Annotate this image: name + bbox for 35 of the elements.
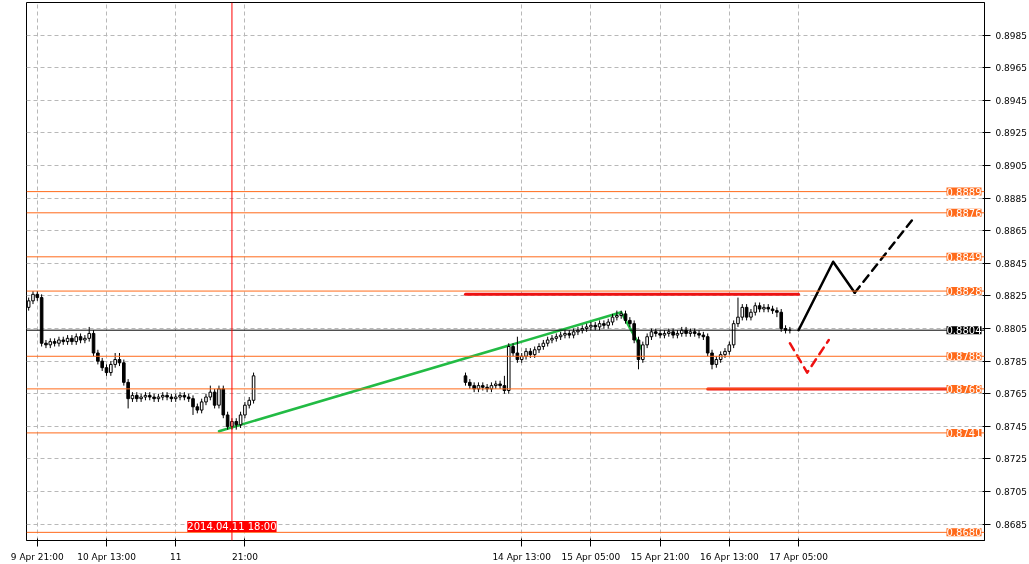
- ref-line-label: 0.8768: [946, 383, 982, 395]
- ref-line-label: 0.8849: [946, 251, 982, 263]
- y-tick-label: 0.8745: [995, 421, 1027, 432]
- x-tick-label: 9 Apr 21:00: [10, 551, 65, 562]
- y-tick-label: 0.8865: [995, 226, 1027, 237]
- x-tick-label: 14 Apr 13:00: [492, 551, 552, 562]
- ref-line-label: 0.8741: [946, 427, 982, 439]
- ref-line-label: 0.8788: [946, 351, 982, 363]
- y-tick-label: 0.8825: [995, 291, 1027, 302]
- y-tick-label: 0.8785: [995, 356, 1027, 367]
- y-tick-label: 0.8945: [995, 95, 1027, 106]
- y-tick-label: 0.8965: [995, 63, 1027, 74]
- x-tick-label: 15 Apr 21:00: [630, 551, 690, 562]
- y-tick-label: 0.8725: [995, 454, 1027, 465]
- x-tick-label: 10 Apr 13:00: [77, 551, 137, 562]
- y-tick-label: 0.8885: [995, 193, 1027, 204]
- x-tick-label: 17 Apr 05:00: [769, 551, 829, 562]
- ref-line-label: 0.8828: [946, 286, 982, 298]
- x-tick-label: 11: [169, 551, 182, 562]
- x-tick-label: 21:00: [231, 551, 259, 562]
- y-tick-label: 0.8845: [995, 258, 1027, 269]
- ref-line-label: 0.8889: [946, 186, 982, 198]
- y-tick-label: 0.8905: [995, 161, 1027, 172]
- y-tick-label: 0.8805: [995, 324, 1027, 335]
- ref-line-label: 0.8804: [946, 325, 982, 337]
- ref-line-label: 2014.04.11 18:00: [187, 521, 277, 532]
- x-tick-label: 16 Apr 13:00: [699, 551, 759, 562]
- ref-line-label: 0.8876: [946, 207, 982, 219]
- y-tick-label: 0.8985: [995, 30, 1027, 41]
- y-tick-label: 0.8925: [995, 128, 1027, 139]
- y-tick-label: 0.8705: [995, 487, 1027, 498]
- y-tick-label: 0.8685: [995, 519, 1027, 530]
- ref-line-label: 0.8680: [946, 527, 982, 539]
- x-tick-label: 15 Apr 05:00: [561, 551, 621, 562]
- y-tick-label: 0.8765: [995, 389, 1027, 400]
